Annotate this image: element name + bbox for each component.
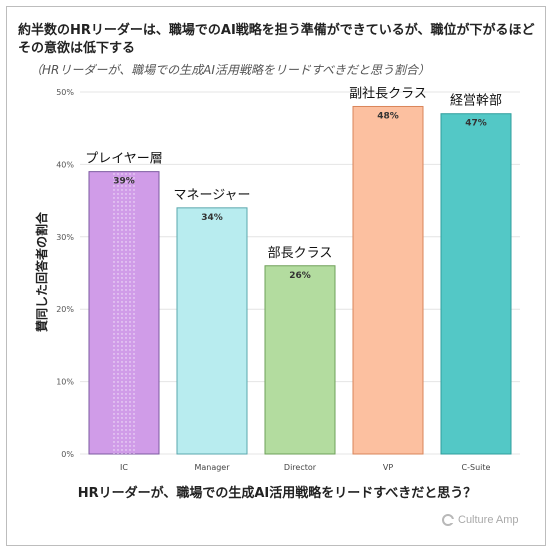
segment-label: 部長クラス bbox=[268, 246, 333, 261]
bar bbox=[352, 105, 424, 455]
y-tick-label: 40% bbox=[56, 160, 74, 169]
bar bbox=[264, 265, 336, 455]
x-tick-label: Manager bbox=[194, 463, 230, 472]
bar bbox=[440, 113, 512, 455]
x-tick-label: IC bbox=[120, 463, 128, 472]
x-tick-label: C-Suite bbox=[462, 463, 491, 472]
bar-value-label: 39% bbox=[113, 177, 135, 187]
segment-label: プレイヤー層 bbox=[85, 152, 163, 167]
y-tick-label: 50% bbox=[56, 88, 74, 97]
y-tick-label: 30% bbox=[56, 233, 74, 242]
y-tick-label: 20% bbox=[56, 305, 74, 314]
bar-texture bbox=[111, 172, 137, 454]
bar-value-label: 48% bbox=[377, 111, 399, 121]
bar-labels: 39% プレイヤー層 IC 34% マネージャー Manager 26% 部長クラス Direc… bbox=[85, 85, 502, 472]
logo-text: Culture Amp bbox=[458, 514, 519, 526]
bar-value-label: 47% bbox=[465, 119, 487, 129]
y-tick-label: 10% bbox=[56, 378, 74, 387]
chart-subtitle: （HRリーダーが、職場での生成AI活用戦略をリードすべきだと思う割合） bbox=[30, 63, 431, 77]
bar-value-label: 34% bbox=[201, 213, 223, 223]
bars bbox=[88, 105, 512, 455]
y-axis: 0% 10% 20% 30% 40% 50% bbox=[56, 88, 74, 459]
segment-label: 副社長クラス bbox=[349, 85, 427, 101]
bar bbox=[176, 207, 248, 455]
segment-label: マネージャー bbox=[173, 188, 250, 203]
y-axis-label: 賛同した回答者の割合 bbox=[34, 211, 49, 332]
y-tick-label: 0% bbox=[61, 450, 74, 459]
culture-amp-logo: Culture Amp bbox=[442, 512, 519, 528]
bar-value-label: 26% bbox=[289, 271, 311, 281]
x-tick-label: Director bbox=[284, 463, 317, 472]
chart-title: 約半数のHRリーダーは、職場でのAI戦略を担う準備ができているが、職位が下がるほ… bbox=[18, 23, 535, 56]
segment-label: 経営幹部 bbox=[450, 93, 502, 109]
culture-amp-logo-icon bbox=[442, 514, 455, 526]
x-tick-label: VP bbox=[383, 463, 393, 472]
x-axis-label: HRリーダーが、職場での生成AI活用戦略をリードすべきだと思う？ bbox=[77, 486, 477, 501]
